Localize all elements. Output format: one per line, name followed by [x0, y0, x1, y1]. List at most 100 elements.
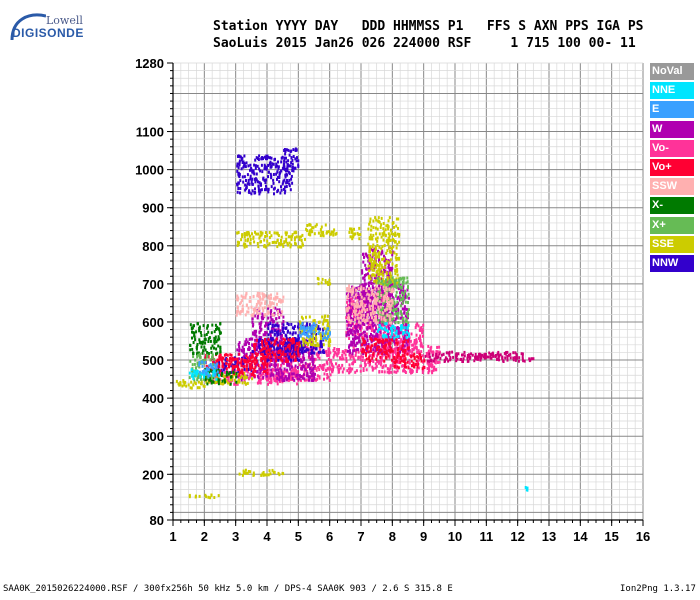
data-point	[267, 175, 269, 179]
data-point	[204, 338, 207, 342]
data-point	[308, 378, 310, 382]
data-point	[345, 331, 348, 335]
data-point	[317, 325, 320, 329]
data-point	[308, 352, 311, 356]
data-point	[248, 182, 251, 186]
data-point	[263, 362, 266, 366]
data-point	[304, 367, 307, 371]
data-point	[316, 277, 319, 280]
data-point	[281, 334, 283, 337]
data-point	[201, 372, 204, 376]
data-point	[327, 350, 330, 354]
data-point	[407, 314, 409, 318]
data-point	[284, 352, 287, 356]
data-point	[254, 158, 257, 162]
data-point	[368, 222, 371, 226]
data-point	[353, 343, 356, 347]
data-point	[236, 190, 239, 194]
data-point	[224, 380, 226, 384]
data-point	[320, 281, 323, 285]
data-point	[431, 370, 434, 373]
data-point	[374, 246, 377, 249]
data-point	[395, 246, 398, 250]
data-point	[386, 277, 389, 281]
data-point	[397, 282, 400, 286]
data-point	[278, 180, 281, 184]
data-point	[289, 349, 292, 353]
data-point	[387, 240, 390, 244]
data-point	[353, 329, 356, 333]
data-point	[306, 328, 309, 332]
logo-arc-icon	[10, 13, 46, 41]
data-point	[311, 359, 314, 363]
data-point	[391, 312, 394, 316]
data-point	[434, 357, 437, 361]
data-point	[280, 353, 283, 357]
data-point	[427, 344, 430, 348]
data-point	[271, 369, 274, 372]
data-point	[415, 345, 418, 349]
data-point	[310, 338, 313, 341]
data-point	[377, 268, 380, 272]
data-point	[237, 187, 240, 190]
data-point	[241, 373, 244, 377]
data-point	[257, 180, 259, 184]
data-point	[207, 372, 209, 376]
data-point	[366, 308, 369, 311]
data-point	[377, 307, 380, 311]
data-point	[214, 381, 216, 385]
data-point	[315, 344, 318, 348]
data-point	[368, 262, 371, 266]
data-point	[202, 349, 205, 353]
data-point	[384, 234, 387, 238]
data-point	[263, 163, 266, 167]
data-point	[302, 243, 304, 247]
data-point	[380, 272, 383, 276]
data-point	[332, 230, 335, 234]
data-point	[380, 302, 383, 306]
data-point	[301, 367, 304, 371]
data-point	[384, 356, 387, 359]
data-point	[280, 156, 283, 160]
data-point	[275, 317, 278, 321]
data-point	[237, 155, 239, 158]
data-point	[386, 313, 389, 317]
data-point	[271, 241, 274, 244]
logo-line1: Lowell	[46, 14, 83, 27]
data-point	[241, 371, 244, 375]
data-point	[363, 289, 366, 293]
data-point	[276, 308, 279, 312]
data-point	[350, 340, 353, 344]
data-point	[276, 302, 278, 306]
data-point	[403, 305, 406, 309]
data-point	[264, 352, 266, 356]
data-point	[263, 340, 266, 343]
data-point	[388, 278, 391, 282]
data-point	[345, 359, 348, 363]
data-point	[288, 343, 291, 347]
data-point	[311, 368, 314, 372]
data-point	[284, 149, 287, 153]
data-point	[378, 255, 381, 259]
data-point	[254, 191, 257, 195]
data-point	[402, 286, 405, 290]
data-point	[397, 281, 399, 285]
data-point	[419, 334, 422, 338]
data-point	[329, 359, 332, 363]
data-point	[379, 277, 381, 281]
data-point	[268, 372, 271, 376]
data-point	[361, 269, 364, 273]
data-point	[284, 173, 287, 177]
data-point	[248, 348, 251, 351]
data-point	[365, 300, 368, 304]
data-point	[357, 309, 360, 313]
data-point	[383, 254, 385, 258]
data-point	[221, 361, 224, 365]
data-point	[321, 366, 324, 370]
data-point	[326, 230, 329, 234]
data-point	[381, 249, 384, 253]
data-point	[402, 284, 405, 288]
data-point	[303, 345, 306, 349]
data-point	[389, 341, 392, 345]
data-point	[385, 349, 388, 353]
